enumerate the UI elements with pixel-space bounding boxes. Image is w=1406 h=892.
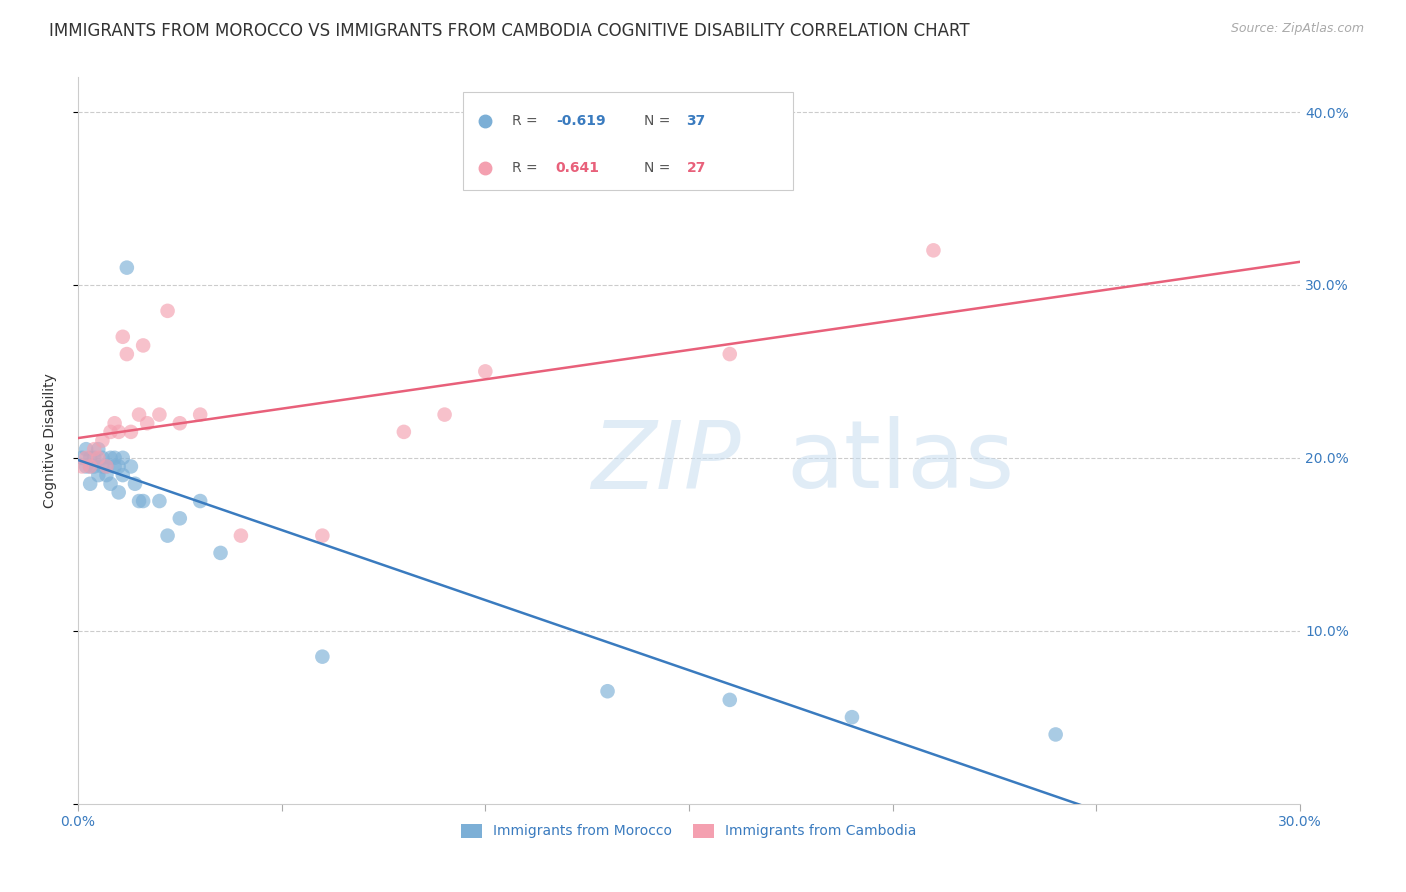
Point <box>136 416 159 430</box>
Text: 0.641: 0.641 <box>555 161 600 176</box>
Point <box>311 528 333 542</box>
Point <box>392 425 415 439</box>
Text: R =: R = <box>512 161 546 176</box>
Point <box>75 442 97 457</box>
Point <box>75 459 97 474</box>
Point <box>229 528 252 542</box>
Point <box>83 442 105 457</box>
Text: IMMIGRANTS FROM MOROCCO VS IMMIGRANTS FROM CAMBODIA COGNITIVE DISABILITY CORRELA: IMMIGRANTS FROM MOROCCO VS IMMIGRANTS FR… <box>49 22 970 40</box>
Point <box>209 546 232 560</box>
FancyBboxPatch shape <box>463 92 793 190</box>
Text: -0.619: -0.619 <box>555 114 606 128</box>
Point <box>596 684 619 698</box>
Point <box>169 416 191 430</box>
Point <box>128 408 150 422</box>
Point <box>70 450 93 465</box>
Point <box>83 450 105 465</box>
Point <box>75 450 97 465</box>
Text: N =: N = <box>644 161 675 176</box>
Point <box>120 459 142 474</box>
Text: Source: ZipAtlas.com: Source: ZipAtlas.com <box>1230 22 1364 36</box>
Point <box>79 459 101 474</box>
Point <box>169 511 191 525</box>
Point <box>100 476 122 491</box>
Point <box>718 693 741 707</box>
Point <box>718 347 741 361</box>
Point <box>922 244 945 258</box>
Point <box>132 338 155 352</box>
Text: atlas: atlas <box>787 417 1015 508</box>
Point <box>128 494 150 508</box>
Point <box>87 450 110 465</box>
Y-axis label: Cognitive Disability: Cognitive Disability <box>44 373 58 508</box>
Point <box>83 459 105 474</box>
Point <box>104 450 127 465</box>
Point <box>311 649 333 664</box>
Point <box>96 468 118 483</box>
Point <box>107 485 129 500</box>
Point <box>79 450 101 465</box>
Point <box>148 494 170 508</box>
Legend: Immigrants from Morocco, Immigrants from Cambodia: Immigrants from Morocco, Immigrants from… <box>456 818 922 844</box>
Point <box>841 710 863 724</box>
Point <box>115 347 138 361</box>
Point <box>107 425 129 439</box>
Point <box>124 476 146 491</box>
Text: N =: N = <box>644 114 675 128</box>
Point <box>91 459 114 474</box>
Point <box>111 330 134 344</box>
Point <box>111 468 134 483</box>
Point <box>156 303 179 318</box>
Point <box>111 450 134 465</box>
Point <box>91 450 114 465</box>
Point <box>100 450 122 465</box>
Point <box>115 260 138 275</box>
Text: ZIP: ZIP <box>592 417 741 508</box>
Text: 37: 37 <box>686 114 706 128</box>
Point <box>120 425 142 439</box>
Point <box>474 364 496 378</box>
Point <box>96 459 118 474</box>
Point <box>1045 727 1067 741</box>
Point <box>148 408 170 422</box>
Point <box>91 434 114 448</box>
Point <box>132 494 155 508</box>
Point <box>433 408 456 422</box>
Point <box>104 459 127 474</box>
Point <box>156 528 179 542</box>
Point <box>188 494 211 508</box>
Point <box>104 416 127 430</box>
Point <box>100 425 122 439</box>
Text: 27: 27 <box>686 161 706 176</box>
Point <box>87 442 110 457</box>
Point <box>87 468 110 483</box>
Point <box>79 459 101 474</box>
Text: R =: R = <box>512 114 541 128</box>
Point <box>96 459 118 474</box>
Point <box>107 459 129 474</box>
Point <box>188 408 211 422</box>
Point <box>79 476 101 491</box>
Point <box>70 459 93 474</box>
